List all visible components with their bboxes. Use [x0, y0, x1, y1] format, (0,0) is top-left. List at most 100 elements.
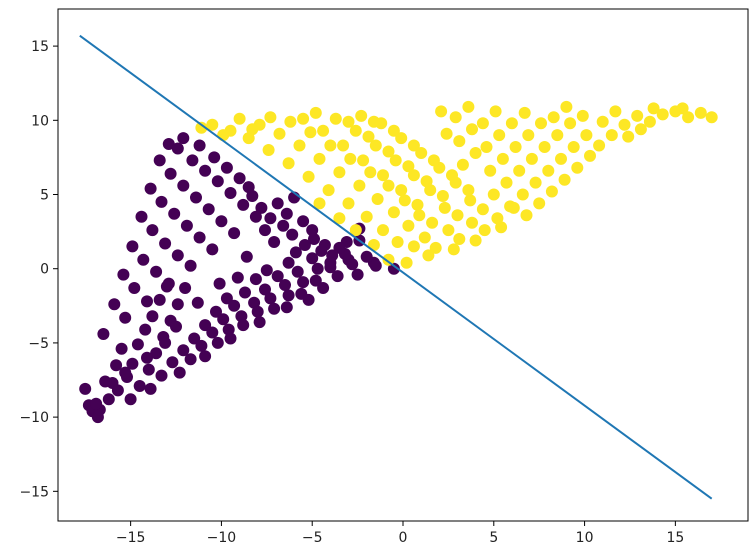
- scatter-point-series-1: [308, 233, 320, 245]
- scatter-point-series-2: [395, 132, 408, 145]
- x-tick-label: 15: [666, 530, 684, 546]
- scatter-point-series-2: [442, 224, 455, 237]
- scatter-point-series-1: [211, 336, 224, 349]
- scatter-point-series-2: [593, 139, 606, 152]
- scatter-point-series-2: [400, 256, 413, 269]
- scatter-point-series-2: [382, 145, 395, 158]
- scatter-point-series-1: [222, 323, 235, 336]
- scatter-point-series-2: [447, 243, 460, 256]
- scatter-point-series-1: [188, 332, 201, 345]
- scatter-point-series-1: [240, 250, 253, 263]
- scatter-point-series-2: [273, 127, 286, 140]
- scatter-point-series-1: [164, 167, 177, 180]
- scatter-point-series-2: [217, 129, 230, 142]
- scatter-point-series-2: [304, 126, 317, 139]
- scatter-point-series-1: [280, 207, 293, 220]
- scatter-point-series-2: [571, 161, 584, 174]
- scatter-point-series-2: [469, 147, 482, 159]
- y-tick-label: −15: [19, 484, 49, 500]
- scatter-point-series-1: [119, 311, 132, 324]
- scatter-point-series-2: [505, 117, 518, 130]
- scatter-point-series-2: [484, 164, 497, 177]
- scatter-point-series-1: [171, 142, 184, 155]
- scatter-point-series-1: [162, 138, 175, 150]
- scatter-point-series-2: [525, 152, 538, 165]
- scatter-point-series-1: [191, 296, 204, 309]
- x-tick-label: −15: [116, 530, 146, 546]
- scatter-point-series-2: [622, 130, 635, 143]
- scatter-point-series-2: [509, 141, 522, 153]
- scatter-point-series-2: [357, 154, 370, 167]
- scatter-point-series-2: [317, 124, 330, 137]
- scatter-point-series-2: [476, 203, 489, 216]
- scatter-point-series-1: [206, 326, 219, 339]
- scatter-point-series-1: [333, 241, 346, 254]
- scatter-point-series-2: [333, 212, 346, 225]
- scatter-point-series-2: [529, 176, 542, 189]
- scatter-point-series-1: [99, 375, 112, 388]
- scatter-point-series-1: [268, 302, 281, 315]
- scatter-point-series-2: [520, 209, 533, 222]
- scatter-point-series-2: [507, 201, 520, 214]
- scatter-point-series-2: [407, 240, 420, 253]
- scatter-point-series-2: [398, 194, 411, 207]
- scatter-point-series-2: [538, 141, 551, 153]
- scatter-point-series-2: [342, 197, 355, 210]
- scatter-point-series-2: [333, 166, 346, 179]
- scatter-point-series-1: [97, 328, 110, 340]
- scatter-point-series-2: [446, 169, 458, 182]
- scatter-point-series-2: [426, 216, 439, 229]
- scatter-point-series-2: [413, 209, 426, 222]
- scatter-point-series-2: [195, 121, 208, 134]
- scatter-point-series-2: [564, 117, 577, 130]
- scatter-point-series-2: [427, 154, 440, 167]
- scatter-point-series-2: [449, 111, 462, 124]
- scatter-point-series-2: [324, 139, 337, 152]
- scatter-point-series-1: [211, 175, 224, 188]
- scatter-point-series-2: [322, 184, 335, 197]
- scatter-point-series-2: [466, 123, 478, 136]
- scatter-point-series-1: [150, 347, 163, 360]
- scatter-point-series-2: [233, 112, 246, 125]
- scatter-point-series-1: [259, 283, 271, 296]
- scatter-point-series-2: [533, 197, 546, 210]
- scatter-point-series-1: [177, 344, 190, 357]
- scatter-point-series-2: [387, 206, 400, 219]
- scatter-point-series-1: [220, 292, 233, 305]
- decision-boundary-line: [79, 34, 713, 500]
- scatter-point-series-1: [289, 246, 302, 259]
- scatter-point-series-2: [647, 102, 660, 115]
- scatter-point-series-2: [676, 102, 689, 115]
- scatter-point-series-2: [344, 152, 357, 165]
- scatter-point-series-2: [560, 100, 573, 113]
- scatter-point-series-2: [496, 152, 509, 165]
- scatter-point-series-2: [462, 184, 475, 197]
- points-layer: [79, 100, 718, 424]
- scatter-point-series-1: [193, 139, 206, 152]
- scatter-point-series-1: [282, 289, 295, 302]
- scatter-point-series-1: [306, 252, 319, 265]
- scatter-point-series-2: [618, 118, 631, 131]
- scatter-point-series-1: [199, 350, 212, 363]
- scatter-point-series-2: [513, 164, 526, 177]
- scatter-point-series-2: [547, 111, 560, 124]
- scatter-point-series-2: [313, 197, 326, 210]
- scatter-point-series-1: [155, 195, 168, 208]
- scatter-point-series-1: [144, 382, 157, 395]
- scatter-point-series-1: [213, 277, 226, 290]
- scatter-point-series-2: [436, 190, 449, 202]
- scatter-point-series-1: [297, 215, 310, 228]
- scatter-point-series-1: [195, 339, 208, 352]
- scatter-point-series-2: [462, 100, 475, 113]
- scatter-point-series-1: [282, 256, 295, 269]
- scatter-point-series-2: [551, 129, 564, 142]
- scatter-point-series-1: [146, 310, 159, 323]
- scatter-point-series-2: [371, 193, 384, 205]
- scatter-point-series-1: [170, 320, 182, 333]
- scatter-point-series-1: [286, 228, 299, 241]
- scatter-point-series-1: [233, 172, 246, 185]
- scatter-point-series-2: [262, 144, 275, 156]
- scatter-point-series-1: [279, 279, 291, 291]
- scatter-point-series-1: [137, 253, 150, 266]
